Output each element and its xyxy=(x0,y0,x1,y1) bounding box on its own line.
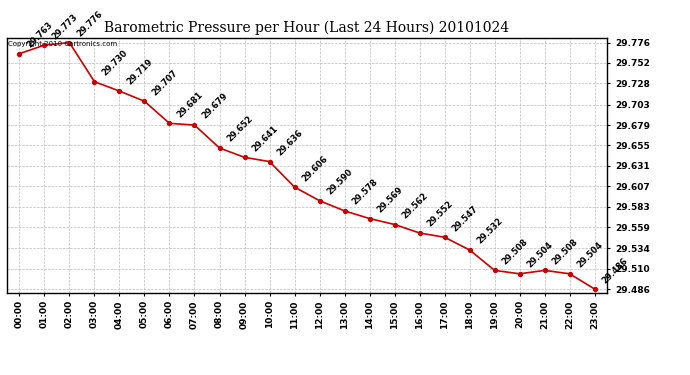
Text: 29.641: 29.641 xyxy=(250,124,279,153)
Text: 29.547: 29.547 xyxy=(450,204,480,233)
Text: 29.776: 29.776 xyxy=(75,9,104,38)
Text: 29.763: 29.763 xyxy=(25,20,54,50)
Text: 29.719: 29.719 xyxy=(125,58,154,87)
Text: 29.773: 29.773 xyxy=(50,12,79,41)
Text: 29.486: 29.486 xyxy=(600,256,629,285)
Text: 29.508: 29.508 xyxy=(500,237,529,266)
Text: 29.578: 29.578 xyxy=(350,178,380,207)
Text: 29.504: 29.504 xyxy=(525,240,555,270)
Text: 29.679: 29.679 xyxy=(200,92,229,121)
Text: 29.569: 29.569 xyxy=(375,185,404,214)
Text: 29.652: 29.652 xyxy=(225,114,255,144)
Text: 29.552: 29.552 xyxy=(425,200,455,229)
Text: 29.730: 29.730 xyxy=(100,48,129,78)
Text: 29.606: 29.606 xyxy=(300,154,329,183)
Text: 29.681: 29.681 xyxy=(175,90,204,119)
Text: 29.532: 29.532 xyxy=(475,217,504,246)
Text: 29.590: 29.590 xyxy=(325,167,354,196)
Title: Barometric Pressure per Hour (Last 24 Hours) 20101024: Barometric Pressure per Hour (Last 24 Ho… xyxy=(104,21,510,35)
Text: Copyright 2010 Cartronics.com: Copyright 2010 Cartronics.com xyxy=(8,41,117,47)
Text: 29.707: 29.707 xyxy=(150,68,179,97)
Text: 29.508: 29.508 xyxy=(550,237,580,266)
Text: 29.636: 29.636 xyxy=(275,128,304,158)
Text: 29.562: 29.562 xyxy=(400,191,429,220)
Text: 29.504: 29.504 xyxy=(575,240,604,270)
